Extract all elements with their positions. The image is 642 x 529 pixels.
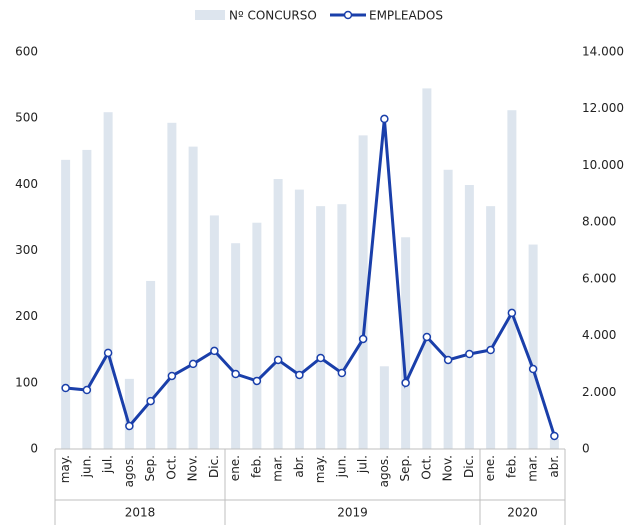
y-tick-label: 400	[15, 177, 38, 191]
x-tick-label: agos.	[377, 455, 391, 487]
x-tick-label: jun.	[334, 455, 348, 478]
bar	[209, 215, 219, 449]
y2-tick-label: 10.000	[582, 158, 624, 172]
line-marker	[210, 346, 219, 356]
x-tick-label: Dic.	[462, 455, 476, 478]
bar	[294, 189, 304, 450]
bar	[422, 88, 432, 450]
y-tick-label: 100	[15, 375, 38, 389]
y2-tick-label: 0	[582, 442, 590, 456]
line-marker	[61, 383, 70, 393]
x-tick-label: Oct.	[419, 455, 433, 480]
line-marker	[528, 364, 538, 374]
line-marker	[316, 353, 325, 363]
line-marker	[167, 371, 177, 381]
bar	[358, 135, 368, 449]
group-label: 2018	[125, 506, 156, 520]
x-tick-label: may.	[58, 455, 72, 483]
bar	[464, 184, 474, 449]
line-marker	[422, 332, 432, 342]
line-marker	[295, 370, 304, 380]
y-tick-label: 500	[15, 111, 38, 125]
line-marker	[125, 421, 134, 431]
x-tick-label: Dic.	[207, 455, 221, 478]
bar	[82, 149, 92, 449]
y-tick-label: 200	[15, 309, 38, 323]
line-marker	[358, 334, 368, 344]
line-marker	[231, 369, 240, 379]
bar	[61, 159, 71, 449]
x-tick-label: mar.	[271, 455, 285, 482]
line-marker	[103, 348, 113, 358]
x-tick-label: Nov.	[441, 455, 455, 481]
x-tick-label: abr.	[547, 455, 561, 478]
bar	[273, 179, 283, 450]
legend-label: EMPLEADOS	[369, 9, 443, 23]
bar	[528, 244, 538, 449]
x-tick-label: Sep.	[143, 455, 157, 481]
bar	[103, 112, 113, 449]
x-tick-label: ene.	[228, 455, 242, 481]
bar	[316, 206, 326, 449]
line-marker	[465, 349, 474, 359]
bar	[486, 206, 496, 449]
y2-tick-label: 8.000	[582, 215, 616, 229]
bar	[124, 378, 134, 449]
line	[65, 118, 556, 437]
group-label: 2019	[337, 506, 368, 520]
x-tick-label: may.	[313, 455, 327, 483]
line-marker	[82, 385, 92, 395]
y2-tick-label: 12.000	[582, 101, 624, 115]
line-marker	[146, 396, 155, 406]
y2-tick-label: 2.000	[582, 385, 616, 399]
bar	[146, 280, 156, 449]
x-tick-label: feb.	[504, 455, 518, 478]
x-tick-label: abr.	[292, 455, 306, 478]
x-tick-label: jun.	[79, 455, 93, 478]
line-marker	[380, 114, 389, 124]
x-tick-label: jul.	[101, 455, 115, 474]
bar	[549, 439, 559, 449]
x-tick-label: Sep.	[398, 455, 412, 481]
line-marker	[188, 359, 198, 369]
line-marker	[443, 355, 453, 365]
bar	[507, 110, 517, 449]
line-marker	[401, 378, 410, 388]
bar	[231, 243, 241, 449]
y-tick-label: 300	[15, 243, 38, 257]
line-marker	[337, 368, 347, 378]
line-marker	[550, 431, 559, 441]
x-tick-label: agos.	[122, 455, 136, 487]
x-tick-label: feb.	[249, 455, 263, 478]
y-tick-label: 0	[30, 442, 38, 456]
bar	[379, 366, 389, 449]
y2-tick-label: 6.000	[582, 271, 616, 285]
group-label: 2020	[507, 506, 538, 520]
y2-tick-label: 14.000	[582, 45, 624, 59]
bar	[337, 204, 347, 449]
legend-swatch	[195, 10, 225, 20]
x-tick-label: jul.	[356, 455, 370, 474]
line-marker	[486, 345, 495, 355]
x-tick-label: ene.	[483, 455, 497, 481]
x-tick-label: Oct.	[164, 455, 178, 480]
y-tick-label: 600	[15, 45, 38, 59]
bar	[443, 169, 453, 449]
legend-label: Nº CONCURSO	[229, 9, 317, 23]
legend-swatch	[343, 10, 353, 20]
line-marker	[273, 355, 283, 365]
line-marker	[252, 376, 262, 386]
bar	[401, 237, 411, 449]
line-marker	[507, 308, 517, 318]
bar	[252, 222, 262, 449]
x-tick-label: Nov.	[186, 455, 200, 481]
x-tick-label: mar.	[526, 455, 540, 482]
y2-tick-label: 4.000	[582, 328, 616, 342]
bar	[188, 146, 198, 449]
bar	[167, 122, 177, 449]
